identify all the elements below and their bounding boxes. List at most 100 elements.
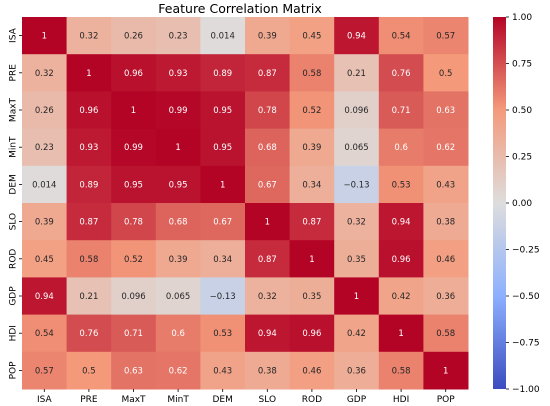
cell-value-label: 0.34 (302, 180, 321, 190)
heatmap-cell (423, 240, 469, 278)
y-tick-label: ROD (9, 249, 19, 269)
heatmap-cell (22, 54, 68, 92)
cell-value-label: 0.63 (436, 106, 455, 116)
heatmap-cell (289, 351, 335, 390)
y-tick-label: DEM (9, 174, 19, 194)
cell-value-label: 0.89 (79, 180, 98, 190)
heatmap-cell (111, 351, 157, 390)
cell-value-label: 0.32 (258, 292, 277, 302)
cell-value-label: 0.67 (258, 180, 277, 190)
heatmap-cell (111, 54, 157, 92)
heatmap-cell (378, 203, 424, 241)
x-tick-label: SLO (259, 395, 277, 405)
cell-value-label: 0.5 (82, 366, 96, 376)
heatmap-cell (200, 351, 246, 390)
heatmap-cell (334, 17, 380, 55)
heatmap-cell (423, 351, 469, 390)
heatmap-cell (378, 314, 424, 353)
heatmap-cell (289, 165, 335, 204)
cell-value-label: 0.78 (124, 218, 143, 228)
cell-value-label: 0.87 (79, 218, 98, 228)
cell-value-label: 1 (443, 366, 448, 376)
heatmap-cell (378, 128, 424, 167)
heatmap-cell (66, 128, 112, 167)
heatmap-cell (289, 128, 335, 167)
cell-value-label: −0.13 (343, 180, 369, 190)
heatmap-cell (334, 91, 380, 130)
heatmap-cell (200, 17, 246, 55)
cell-value-label: 0.065 (344, 143, 368, 153)
heatmap-cell (22, 17, 68, 55)
cell-value-label: 1 (131, 106, 136, 116)
heatmap-cell (378, 165, 424, 204)
cell-value-label: 0.065 (166, 292, 190, 302)
heatmap-cell (111, 165, 157, 204)
heatmap-cell (155, 277, 201, 316)
cell-value-label: 0.99 (124, 143, 143, 153)
cell-value-label: 0.63 (124, 366, 143, 376)
cell-value-label: 0.67 (213, 218, 232, 228)
heatmap-cell (334, 203, 380, 241)
cell-value-label: 0.26 (35, 106, 54, 116)
cell-value-label: 0.95 (124, 180, 143, 190)
heatmap-cell (378, 351, 424, 390)
cell-value-label: 0.45 (35, 255, 54, 265)
cell-value-label: 0.76 (392, 69, 411, 79)
cell-value-label: 0.96 (124, 69, 143, 79)
y-tick-label: GDP (9, 286, 19, 306)
heatmap-cell (111, 17, 157, 55)
heatmap-cell (289, 240, 335, 278)
heatmap-cell (423, 128, 469, 167)
cell-value-label: 0.68 (258, 143, 277, 153)
cell-value-label: 0.014 (211, 32, 235, 42)
x-tick-label: POP (437, 395, 456, 405)
y-tick-label: MaxT (9, 97, 19, 122)
heatmap-cell (245, 314, 291, 353)
heatmap-cell (289, 277, 335, 316)
heatmap-cell (155, 128, 201, 167)
heatmap-cell (289, 91, 335, 130)
cell-value-label: 0.71 (392, 106, 411, 116)
colorbar-tick-label: 0.00 (512, 199, 532, 209)
cell-value-label: 1 (42, 32, 47, 42)
cell-value-label: 0.62 (169, 366, 188, 376)
colorbar-tick-label: −0.25 (512, 246, 540, 256)
heatmap-cell (245, 203, 291, 241)
cell-value-label: 0.014 (32, 180, 56, 190)
heatmap-cell (334, 351, 380, 390)
heatmap-cell (22, 128, 68, 167)
cell-value-label: 0.36 (347, 366, 366, 376)
heatmap-cell (22, 91, 68, 130)
heatmap-cell (378, 240, 424, 278)
heatmap-cell (111, 91, 157, 130)
cell-value-label: −0.13 (210, 292, 236, 302)
cell-value-label: 0.23 (35, 143, 54, 153)
colorbar-tick-label: 0.50 (512, 106, 532, 116)
heatmap-cell (423, 203, 469, 241)
cell-value-label: 0.39 (169, 255, 188, 265)
heatmap-cell (378, 277, 424, 316)
cell-value-label: 0.94 (347, 32, 366, 42)
heatmap-cell (111, 314, 157, 353)
cell-value-label: 0.43 (436, 180, 455, 190)
cell-value-label: 0.58 (392, 366, 411, 376)
x-tick-label: MaxT (121, 395, 146, 405)
heatmap-cell (334, 128, 380, 167)
heatmap-cell (334, 314, 380, 353)
heatmap-cells: 1 0.32 0.26 0.23 0.014 0.39 0.45 0.94 0.54 0.57 0.… (22, 17, 469, 390)
heatmap-cell (155, 91, 201, 130)
cell-value-label: 0.38 (436, 218, 455, 228)
heatmap-cell (423, 17, 469, 55)
cell-value-label: 0.32 (79, 32, 98, 42)
heatmap-cell (66, 203, 112, 241)
heatmap-cell (245, 351, 291, 390)
cell-value-label: 0.32 (347, 218, 366, 228)
x-tick-label: HDI (393, 395, 409, 405)
cell-value-label: 0.87 (302, 218, 321, 228)
heatmap-cell (289, 203, 335, 241)
cell-value-label: 0.096 (344, 106, 368, 116)
cell-value-label: 0.89 (213, 69, 232, 79)
cell-value-label: 0.5 (439, 69, 453, 79)
colorbar-tick-label: −0.75 (512, 339, 540, 349)
heatmap-cell (378, 54, 424, 92)
